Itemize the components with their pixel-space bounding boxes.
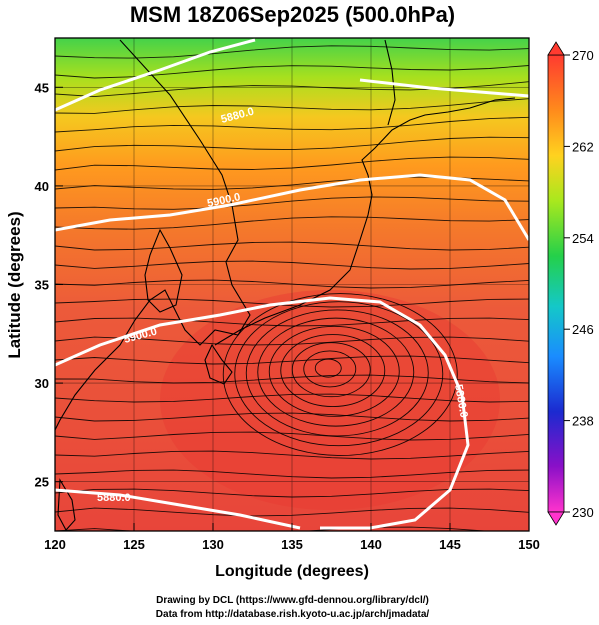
contour-line-2 [55,173,529,241]
contour-label-5: 5880.0 [452,383,470,418]
y-axis-label: Latitude (degrees) [5,211,24,358]
circulation-ring [280,334,386,407]
warm-core-shading [160,290,500,510]
colorbar-ticks: 270 262 254 246 238 230 [564,48,594,520]
x-tick-label: 135 [281,537,303,552]
streamline [55,469,529,479]
circulation-ring [303,350,357,388]
colorbar-tick-label: 246 [572,322,594,337]
coastline-asia [55,39,251,431]
streamline [55,98,529,114]
colorbar-tick-label: 230 [572,505,594,520]
x-tick-label: 120 [44,537,66,552]
circulation-ring [268,325,400,417]
streamline [55,241,529,251]
map-title: MSM 18Z06Sep2025 (500.0hPa) [129,2,456,27]
streamline [55,45,529,59]
y-tick-label: 30 [35,376,49,391]
colorbar-tick-label: 270 [572,48,594,63]
streamline [55,156,529,171]
coastline-taiwan [57,478,76,531]
contour-line-5 [359,78,529,98]
circulation-ring [245,309,429,437]
x-tick-label: 125 [123,537,145,552]
colorbar-tick-label: 262 [572,139,594,154]
footer-drawing-credit: Drawing by DCL (https://www.gfd-dennou.o… [156,595,429,606]
coastline-japan [214,97,516,346]
colorbar-scale [547,54,565,513]
x-tick-label: 140 [360,537,382,552]
colorbar-tick-label: 238 [572,414,594,429]
streamline [55,136,529,152]
circulation-ring [314,358,342,378]
circulation-ring [234,301,444,447]
x-axis-ticks: 120 125 130 135 140 145 150 [44,523,540,552]
coastline-korea [144,228,183,313]
cyclonic-circulation [222,293,458,456]
colorbar-min-arrow [547,511,565,526]
streamlines [55,45,529,531]
streamline [55,196,529,210]
streamline [55,507,529,517]
x-tick-label: 130 [202,537,224,552]
streamline [55,336,529,346]
streamline [55,116,529,133]
streamline [55,260,529,270]
streamline [55,298,529,308]
colorbar-tick-label: 254 [572,231,594,246]
x-tick-label: 150 [518,537,540,552]
contour-line-3 [55,296,470,530]
circulation-ring [222,293,458,456]
streamline [55,412,529,422]
x-axis-label: Longitude (degrees) [215,563,369,580]
footer-data-source: Data from http://database.rish.kyoto-u.a… [155,609,430,620]
x-tick-label: 145 [439,537,461,552]
y-tick-label: 45 [35,80,49,95]
contour-line-1 [55,38,256,112]
colorbar-max-arrow [547,41,565,56]
streamline [55,355,529,365]
streamline [55,393,529,403]
streamline [55,450,529,460]
streamline [55,279,529,289]
circulation-ring [257,317,415,427]
streamline [55,431,529,441]
contour-label-4: 5880.0 [97,492,131,504]
contour-line-4 [55,488,301,530]
circulation-ring [291,342,371,398]
streamline [55,317,529,327]
streamline [55,216,529,230]
colorbar: 270 262 254 246 238 230 [547,41,594,526]
y-tick-label: 35 [35,278,49,293]
y-axis-ticks: 25 30 35 40 45 [35,80,63,490]
streamline [55,65,529,79]
streamline [55,374,529,384]
height-contours [55,38,529,530]
y-tick-label: 40 [35,179,49,194]
y-tick-label: 25 [35,475,49,490]
